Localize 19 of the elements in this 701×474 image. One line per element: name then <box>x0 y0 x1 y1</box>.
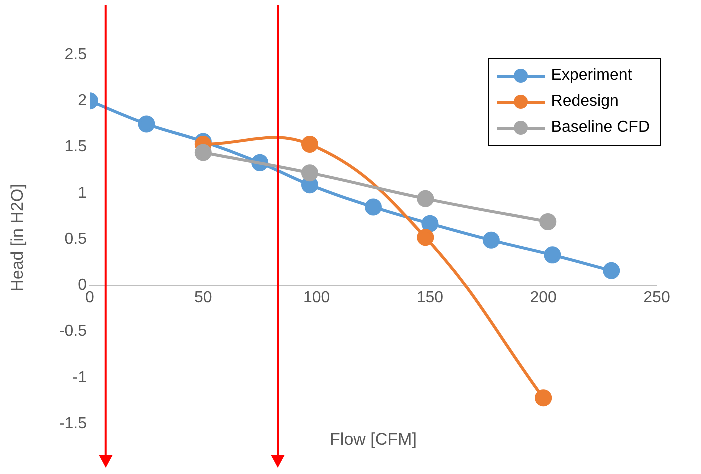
y-tick-label: 2 <box>78 92 88 110</box>
y-tick-label: -1 <box>72 369 88 386</box>
x-tick-label: 50 <box>194 290 212 307</box>
x-axis-title: Flow [CFM] <box>329 430 418 450</box>
y-axis-title: Head [in H2O] <box>8 183 28 294</box>
x-tick-label: 100 <box>303 290 330 307</box>
y-tick-label: 0.5 <box>64 230 88 248</box>
legend-label: Experiment <box>551 67 632 85</box>
y-tick-label: -1.5 <box>59 415 88 432</box>
y-tick-label: 1 <box>78 184 88 202</box>
x-tick-label: 150 <box>416 290 444 307</box>
y-tick-label: 0 <box>78 277 88 294</box>
legend-label: Redesign <box>551 93 619 111</box>
x-tick-label: 200 <box>530 290 558 307</box>
x-tick-label: 250 <box>644 290 670 307</box>
y-tick-label: 2.5 <box>64 46 88 64</box>
y-tick-label: -0.5 <box>59 323 88 340</box>
y-tick-label: 1.5 <box>64 138 88 156</box>
legend-label: Baseline CFD <box>551 119 650 137</box>
